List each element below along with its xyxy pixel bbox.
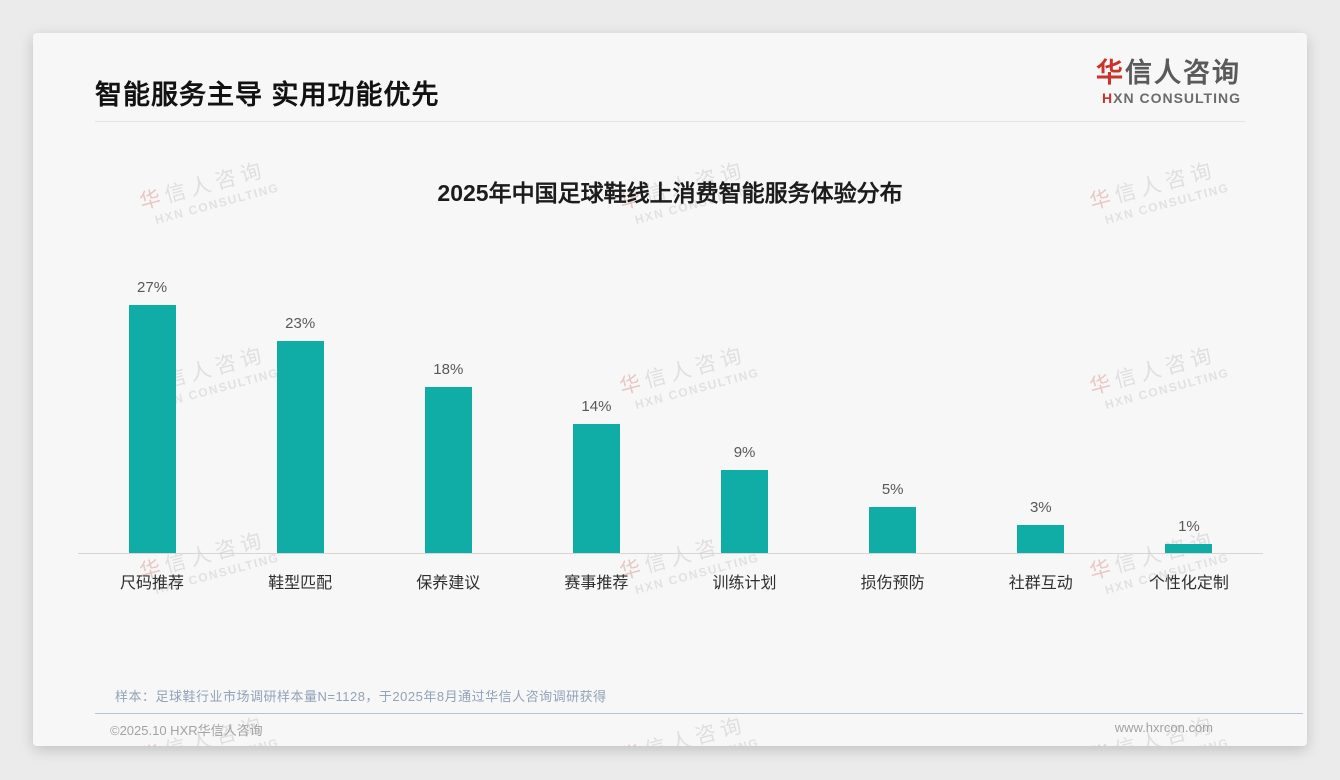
brand-logo-en-first: H bbox=[1102, 89, 1114, 106]
bar-value-label: 18% bbox=[433, 361, 464, 379]
footer-divider bbox=[95, 713, 1303, 714]
category-label: 尺码推荐 bbox=[120, 575, 185, 592]
category-label: 个性化定制 bbox=[1148, 575, 1229, 592]
bar bbox=[1165, 543, 1213, 553]
bar-group: 3% bbox=[967, 499, 1115, 553]
bar-chart: 27% 23% 18% 14% 9% 5% 3% 1% bbox=[78, 279, 1263, 554]
bar-value-label: 9% bbox=[733, 444, 756, 462]
bar-value-label: 1% bbox=[1178, 517, 1200, 535]
footer-website: www.hxrcon.com bbox=[1114, 720, 1213, 735]
footer-copyright: ©2025.10 HXR华信人咨询 bbox=[110, 723, 263, 738]
bar bbox=[128, 304, 176, 553]
brand-logo: 华信人咨询 HXN CONSULTING bbox=[1096, 58, 1241, 106]
bar-group: 1% bbox=[1115, 518, 1263, 553]
bar-value-label: 5% bbox=[881, 481, 904, 498]
bar bbox=[869, 507, 917, 553]
bar-value-label: 14% bbox=[581, 398, 612, 416]
report-card: 华信人咨询 HXN CONSULTING 华信人咨询 HXN CONSULTING 华信… bbox=[33, 33, 1307, 746]
bar-group: 9% bbox=[671, 444, 819, 553]
bar-value-label: 27% bbox=[137, 278, 168, 296]
bar bbox=[424, 387, 472, 553]
brand-logo-cn-rest: 信人咨询 bbox=[1125, 58, 1241, 88]
category-label: 保养建议 bbox=[416, 575, 481, 592]
sample-note: 样本：足球鞋行业市场调研样本量N=1128，于2025年8月通过华信人咨询调研获… bbox=[115, 689, 607, 704]
bar-group: 27% bbox=[78, 279, 226, 553]
category-axis: 尺码推荐 鞋型匹配 保养建议 赛事推荐 训练计划 损伤预防 社群互动 个性化定制 bbox=[78, 569, 1263, 593]
bar bbox=[721, 470, 769, 553]
header-divider bbox=[95, 121, 1245, 122]
bar-group: 5% bbox=[819, 481, 967, 553]
chart-title: 2025年中国足球鞋线上消费智能服务体验分布 bbox=[437, 180, 903, 206]
bar-group: 18% bbox=[374, 361, 522, 553]
brand-logo-cn: 华信人咨询 bbox=[1096, 58, 1241, 89]
bar bbox=[276, 341, 324, 553]
bar-group: 23% bbox=[226, 315, 374, 553]
category-label: 鞋型匹配 bbox=[268, 575, 333, 592]
category-label: 赛事推荐 bbox=[564, 575, 629, 592]
bar-group: 14% bbox=[522, 398, 670, 553]
brand-logo-en-rest: XN CONSULTING bbox=[1113, 89, 1241, 106]
brand-logo-en: HXN CONSULTING bbox=[1096, 89, 1241, 106]
bar-value-label: 23% bbox=[285, 315, 316, 333]
category-label: 损伤预防 bbox=[860, 575, 925, 592]
category-label: 社群互动 bbox=[1008, 575, 1073, 592]
page-title: 智能服务主导 实用功能优先 bbox=[95, 80, 440, 110]
bar bbox=[572, 424, 620, 553]
category-label: 训练计划 bbox=[712, 575, 777, 592]
bar bbox=[1017, 525, 1065, 553]
brand-logo-cn-first: 华 bbox=[1096, 58, 1125, 88]
bar-value-label: 3% bbox=[1029, 499, 1052, 517]
footer: ©2025.10 HXR华信人咨询 www.hxrcon.com bbox=[110, 720, 1213, 739]
